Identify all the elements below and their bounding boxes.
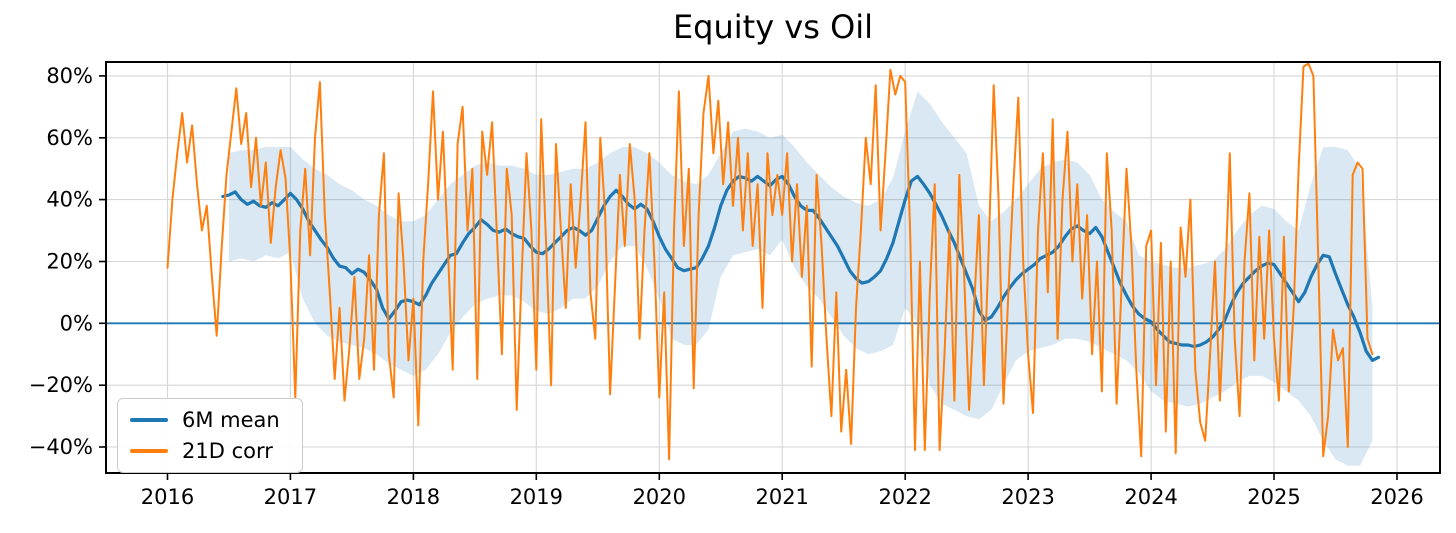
legend-line-6m-mean-icon <box>130 418 168 423</box>
x-tick-label: 2017 <box>264 485 317 509</box>
x-tick-label: 2018 <box>387 485 440 509</box>
legend: 6M mean 21D corr <box>117 398 303 474</box>
x-tick-label: 2021 <box>755 485 808 509</box>
uncertainty-band <box>228 91 1373 466</box>
y-tick-label: 80% <box>46 64 93 88</box>
legend-label-21d-corr: 21D corr <box>182 439 273 464</box>
x-tick-label: 2020 <box>633 485 686 509</box>
y-tick-label: 20% <box>46 250 93 274</box>
y-tick-label: 40% <box>46 188 93 212</box>
x-tick-label: 2019 <box>510 485 563 509</box>
chart-title: Equity vs Oil <box>672 8 874 46</box>
corr-line <box>166 62 1374 461</box>
x-tick-label: 2024 <box>1124 485 1177 509</box>
x-tick-label: 2025 <box>1247 485 1300 509</box>
plot-border <box>105 61 1441 474</box>
y-tick-label: 0% <box>60 311 93 335</box>
legend-label-6m-mean: 6M mean <box>182 408 280 432</box>
y-tick-label: 60% <box>46 126 93 150</box>
x-tick-label: 2023 <box>1001 485 1054 509</box>
legend-item-21d-corr: 21D corr <box>130 439 280 463</box>
x-tick-label: 2026 <box>1370 485 1423 509</box>
y-tick-label: −20% <box>29 373 93 397</box>
x-tick-label: 2022 <box>878 485 931 509</box>
mean-line <box>221 174 1381 362</box>
legend-line-21d-corr-icon <box>130 449 168 454</box>
x-tick-label: 2016 <box>141 485 194 509</box>
legend-item-6m-mean: 6M mean <box>130 408 280 432</box>
y-tick-label: −40% <box>29 435 93 459</box>
